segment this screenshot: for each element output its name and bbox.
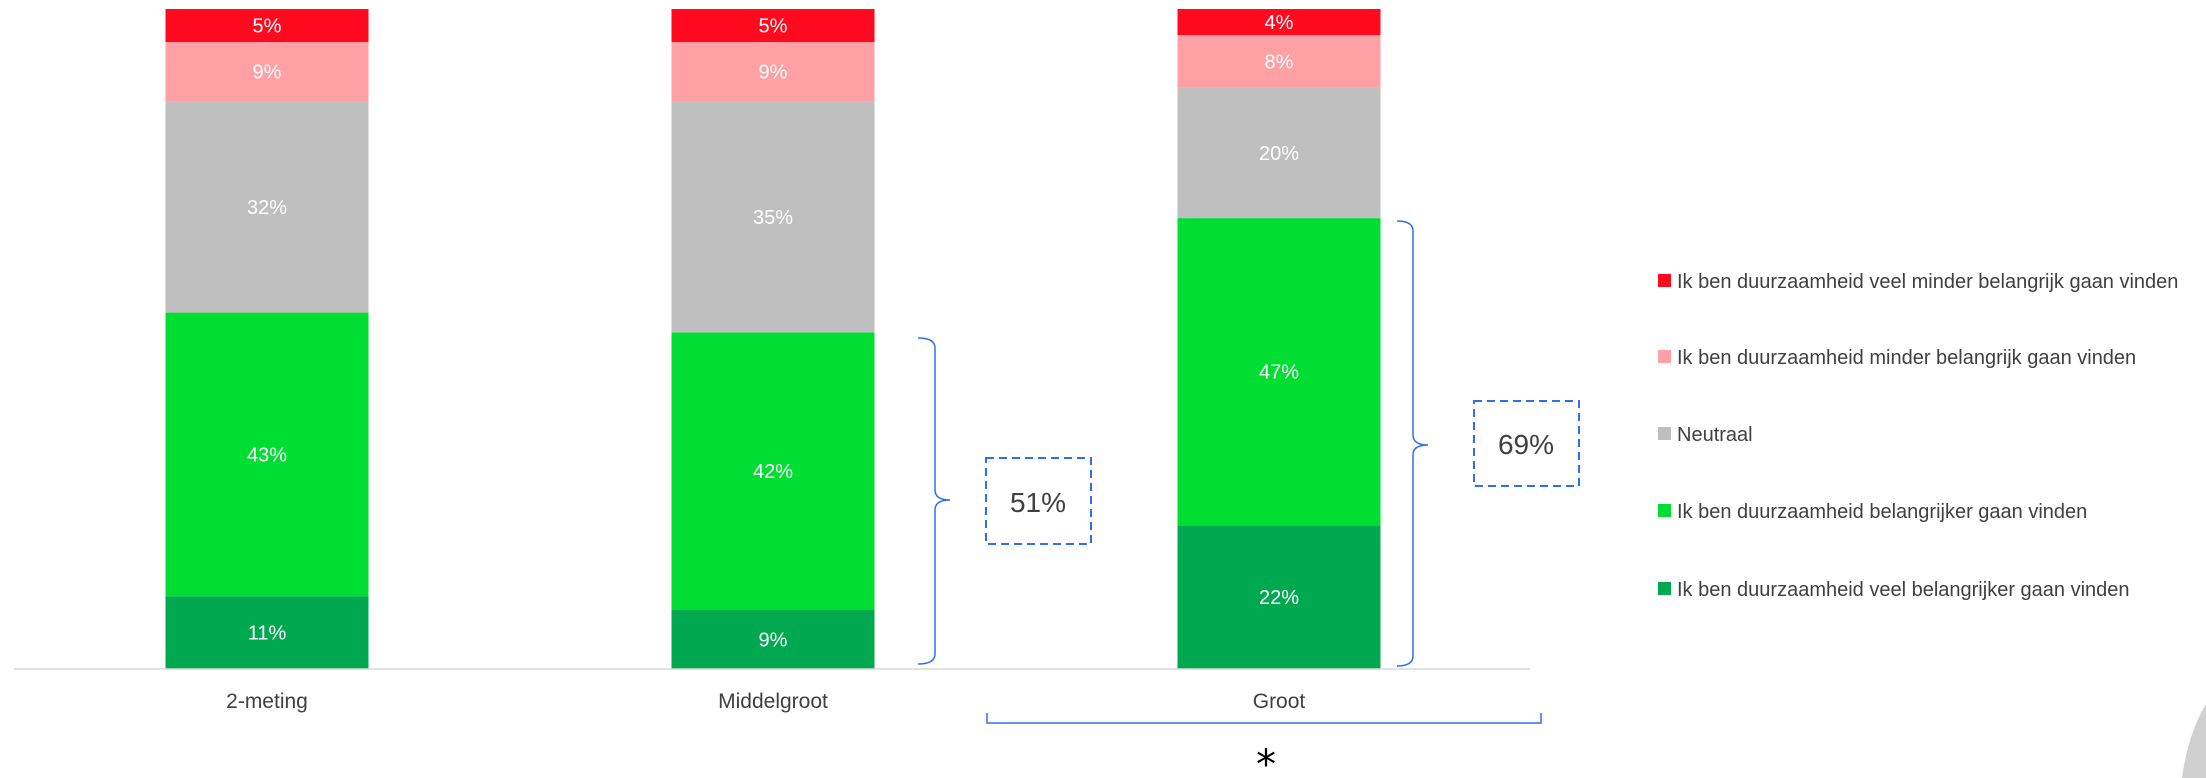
data-label: 9%: [253, 62, 282, 84]
legend-label: Neutraal: [1677, 424, 1753, 446]
legend-item-veel-belangrijker: Ik ben duurzaamheid veel belangrijker ga…: [1658, 576, 2197, 605]
bar-segment: [165, 596, 369, 669]
legend-label: Ik ben duurzaamheid minder belangrijk ga…: [1677, 347, 2137, 369]
bars-layer: [165, 9, 1381, 669]
bar-segment: [671, 609, 875, 669]
annotation-box-groot: [1473, 400, 1580, 487]
legend-label: Ik ben duurzaamheid veel belangrijker ga…: [1677, 579, 2130, 601]
data-label: 42%: [753, 461, 793, 483]
data-label: 35%: [753, 207, 793, 229]
bar-segment: [671, 101, 875, 333]
data-label: 20%: [1259, 143, 1299, 165]
data-label: 9%: [759, 629, 788, 651]
bar-segment: [165, 101, 369, 313]
legend-item-veel-minder: Ik ben duurzaamheid veel minder belangri…: [1658, 268, 2197, 297]
data-labels-layer: 11% 43% 32% 9% 5% 9% 42% 35% 9% 5% 22% 47% 20% 8% 4%: [247, 12, 1299, 651]
significance-marker: *: [1256, 742, 1276, 778]
data-label: 11%: [248, 623, 287, 645]
bar-segment: [1177, 9, 1381, 36]
bar-segment: [165, 9, 369, 42]
legend-label: Ik ben duurzaamheid veel minder belangri…: [1677, 271, 2179, 293]
legend-item-belangrijker: Ik ben duurzaamheid belangrijker gaan vi…: [1658, 498, 2197, 527]
brace-middelgroot: [917, 337, 951, 665]
legend-item-neutraal: Neutraal: [1658, 421, 2197, 450]
corner-decoration: [2182, 704, 2206, 778]
category-label: Groot: [1253, 690, 1306, 713]
category-label: Middelgroot: [718, 690, 828, 713]
data-label: 8%: [1265, 51, 1294, 73]
bar-segment: [1177, 218, 1381, 526]
bar-segment: [1177, 35, 1381, 88]
legend-swatch: [1658, 427, 1671, 440]
data-label: 4%: [1265, 12, 1294, 34]
significance-bracket: [986, 713, 1542, 724]
legend-swatch: [1658, 504, 1671, 517]
category-label: 2-meting: [226, 690, 308, 713]
legend-label: Ik ben duurzaamheid belangrijker gaan vi…: [1677, 501, 2088, 523]
bar-segment: [1177, 525, 1381, 669]
legend-swatch: [1658, 274, 1671, 287]
annotation-groot: 69%: [1498, 429, 1554, 460]
legend-swatch: [1658, 582, 1671, 595]
bar-segment: [671, 9, 875, 42]
bar-segment: [671, 42, 875, 102]
data-label: 32%: [247, 197, 287, 219]
bar-segment: [165, 312, 369, 597]
data-label: 22%: [1259, 587, 1299, 609]
bar-segment: [1177, 87, 1381, 219]
data-label: 9%: [759, 62, 788, 84]
data-label: 5%: [253, 16, 282, 38]
brace-groot: [1396, 220, 1429, 667]
data-label: 47%: [1259, 362, 1299, 384]
data-label: 43%: [247, 445, 287, 467]
bar-segment: [165, 42, 369, 102]
category-labels-layer: 2-meting Middelgroot Groot: [226, 690, 1305, 713]
legend-item-minder: Ik ben duurzaamheid minder belangrijk ga…: [1658, 344, 2197, 373]
annotation-box-middelgroot: [985, 457, 1092, 545]
annotation-middelgroot: 51%: [1010, 487, 1066, 518]
bar-segment: [671, 332, 875, 610]
data-label: 5%: [759, 16, 788, 38]
legend-swatch: [1658, 350, 1671, 363]
